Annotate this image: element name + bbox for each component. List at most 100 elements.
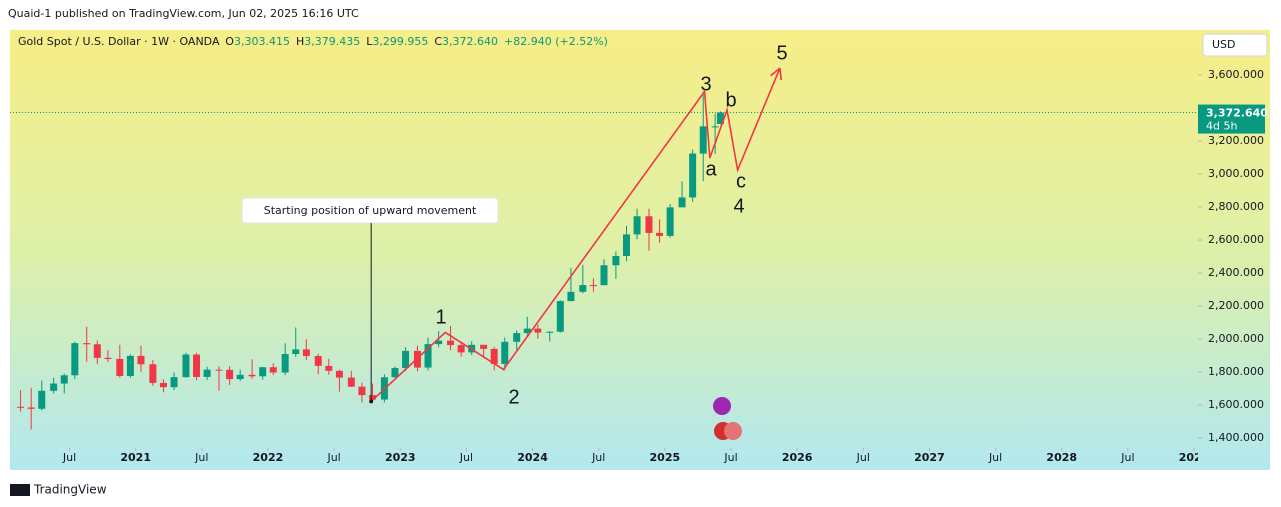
flag-icon[interactable] <box>724 422 742 440</box>
candle-body <box>622 234 630 257</box>
candle-body <box>259 367 267 377</box>
candle-body <box>182 354 190 378</box>
x-tick-label: Jul <box>62 451 76 464</box>
candle-body <box>302 349 310 356</box>
currency: USD <box>1212 38 1236 51</box>
y-tick-label: 1,400.000 <box>1208 431 1264 444</box>
legend: Gold Spot / U.S. Dollar · 1W · OANDA O3,3… <box>18 35 608 48</box>
candle-body <box>149 364 157 383</box>
candle-body <box>27 407 35 409</box>
ohlc-key: L <box>366 35 373 48</box>
x-tick-label: Jul <box>1120 451 1134 464</box>
x-tick-label: Jul <box>723 451 737 464</box>
y-tick-label: 3,000.000 <box>1208 167 1264 180</box>
candle-body <box>17 406 25 408</box>
publisher: Quaid-1 published on TradingView.com, Ju… <box>8 7 359 20</box>
candle-body <box>600 265 608 286</box>
candle-body <box>137 355 145 365</box>
candle-body <box>170 377 178 388</box>
footer: TradingView <box>33 483 107 497</box>
x-tick-label: 2024 <box>517 451 548 464</box>
candle-body <box>292 349 300 355</box>
annotation-text: Starting position of upward movement <box>264 204 477 217</box>
wave-label: b <box>725 89 736 111</box>
x-tick-label: Jul <box>988 451 1002 464</box>
candle-body <box>126 355 134 376</box>
candle-body <box>38 390 46 409</box>
x-tick-label: Jul <box>194 451 208 464</box>
annotation-box <box>241 197 499 224</box>
axes: 1,400.000 1,600.000 1,800.000 2,000.000 2,20… <box>62 68 1268 464</box>
x-axis: Jul 2021 Jul 2022 Jul 2023 Jul 2024 Jul 2025 Jul 20… <box>62 448 1210 464</box>
candle-body <box>666 207 674 236</box>
plot <box>10 91 1198 430</box>
candle-body <box>281 354 289 373</box>
candle-body <box>490 348 498 364</box>
candle-body <box>269 367 277 373</box>
plot-background <box>10 30 1198 470</box>
candle-body <box>226 369 234 380</box>
candle-body <box>567 291 575 302</box>
currency-button[interactable] <box>1202 33 1268 57</box>
wave-label: 1 <box>435 306 446 328</box>
candle-body <box>314 355 322 366</box>
candle-body <box>579 285 587 292</box>
candle-body <box>435 340 443 345</box>
last-price-box <box>1198 104 1265 134</box>
candle-body <box>83 343 91 345</box>
candle-body <box>689 153 697 198</box>
ohlc-key: O <box>225 35 234 48</box>
price-axis-background <box>1198 30 1270 470</box>
logo-mark <box>10 484 30 496</box>
wave-label: 3 <box>700 73 711 95</box>
y-tick-label: 2,400.000 <box>1208 266 1264 279</box>
candle-body <box>678 197 686 208</box>
y-tick-label: 2,800.000 <box>1208 200 1264 213</box>
candle-body <box>368 395 376 400</box>
candle-body <box>480 344 488 349</box>
candle-body <box>513 333 521 342</box>
y-tick-label: 2,200.000 <box>1208 299 1264 312</box>
x-tick-label: 2023 <box>385 451 416 464</box>
candle-body <box>215 369 223 371</box>
ohlc-value: 3,299.955 <box>372 35 428 48</box>
candle-body <box>159 382 167 388</box>
x-tick-label: 2029 <box>1179 451 1210 464</box>
candle-body <box>236 374 244 380</box>
x-tick-label: 2027 <box>914 451 945 464</box>
candle-body <box>656 232 664 236</box>
candle-body <box>248 374 256 377</box>
candle-body <box>645 216 653 233</box>
x-tick-label: Jul <box>591 451 605 464</box>
candle-body <box>358 386 366 396</box>
y-tick-label: 3,600.000 <box>1208 68 1264 81</box>
symbol: Gold Spot / U.S. Dollar · 1W · OANDA <box>18 35 220 48</box>
candle-body <box>457 345 465 353</box>
candle-body <box>391 368 399 378</box>
candle-body <box>347 377 355 387</box>
candle-body <box>93 344 101 358</box>
candle-body <box>447 340 455 346</box>
candle-body <box>203 369 211 377</box>
arrow-head <box>770 67 781 77</box>
change: +82.940 (+2.52%) <box>504 35 608 48</box>
candle-body <box>612 256 620 266</box>
x-tick-label: Jul <box>856 451 870 464</box>
candle-body <box>716 112 724 124</box>
candle-body <box>501 341 509 364</box>
candle-body <box>325 365 333 371</box>
candle-body <box>534 328 542 333</box>
wave-path <box>370 67 781 402</box>
ohlc-value: 3,303.415 <box>234 35 290 48</box>
x-tick-label: 2028 <box>1046 451 1077 464</box>
event-icon[interactable] <box>713 397 731 415</box>
candle-body <box>556 301 564 332</box>
wave-label: a <box>705 158 717 180</box>
countdown: 4d 5h <box>1206 120 1237 133</box>
candle-body <box>60 375 68 384</box>
ohlc-value: 3,372.640 <box>442 35 498 48</box>
annotation-point <box>369 399 374 404</box>
x-tick-label: 2021 <box>120 451 151 464</box>
